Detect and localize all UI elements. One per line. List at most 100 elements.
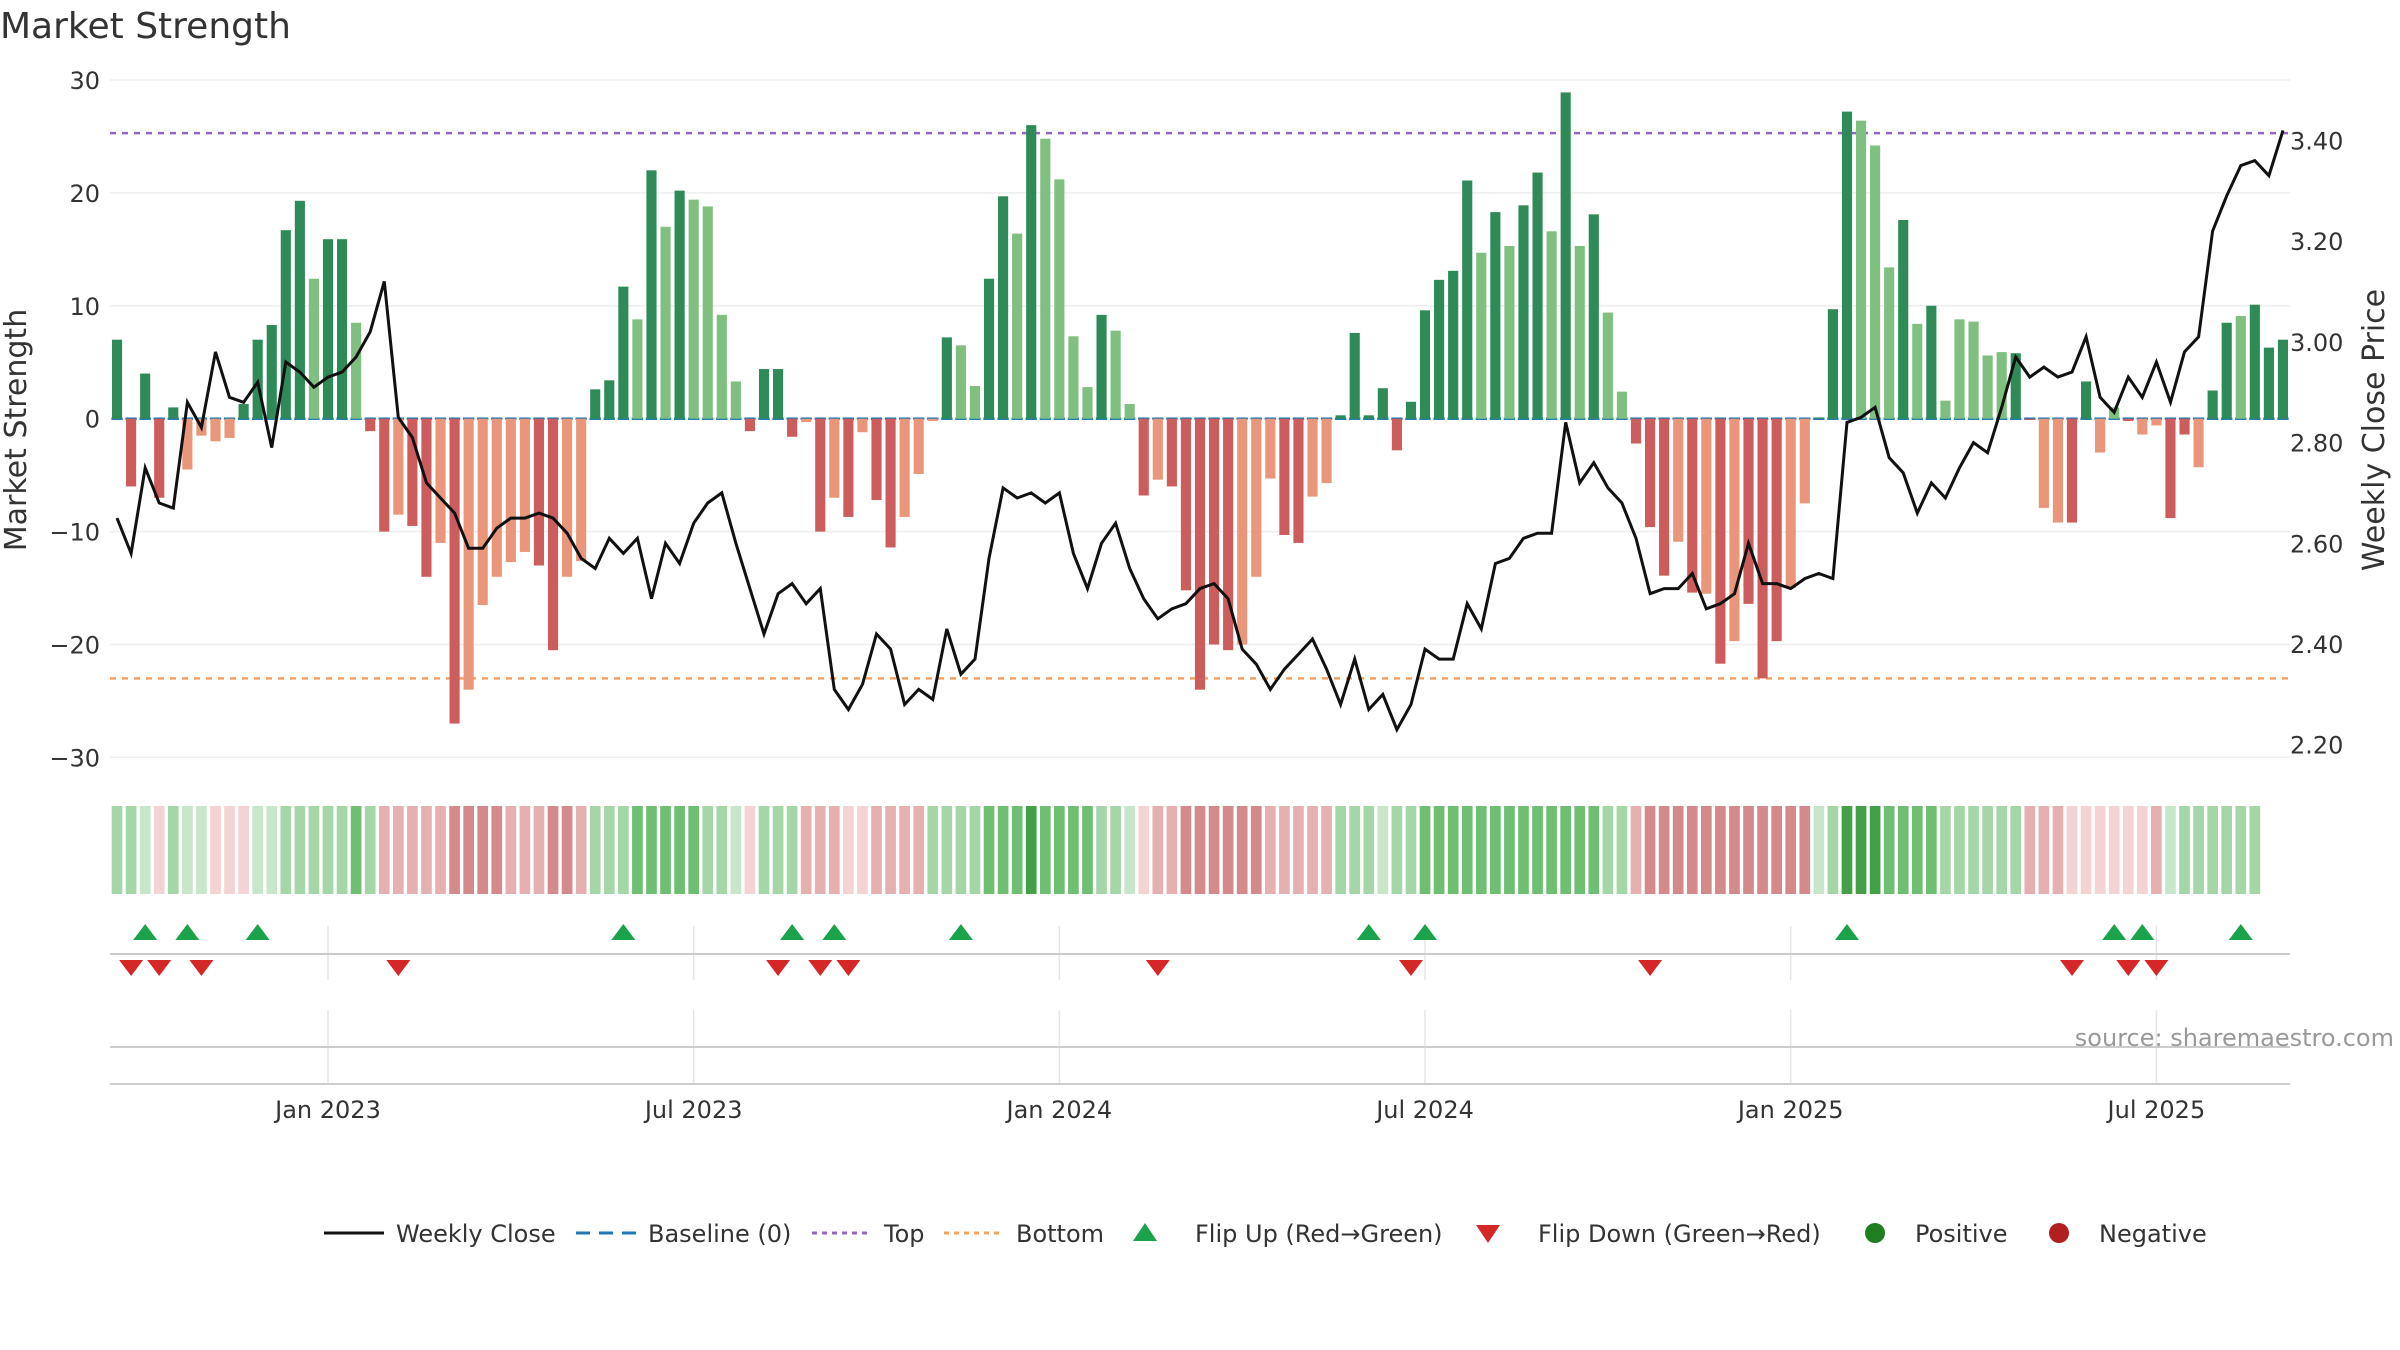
strength-bar: [1335, 415, 1346, 419]
strength-bar: [1504, 245, 1515, 419]
legend-item-baseline: Baseline (0): [576, 1220, 791, 1248]
heat-cell: [252, 806, 264, 894]
source-credit: source: sharemaestro.com: [2075, 1024, 2394, 1052]
strength-bar: [1363, 415, 1374, 419]
left-tick-label: −10: [49, 519, 100, 547]
strength-bar: [871, 418, 882, 500]
strength-bar: [801, 418, 812, 423]
strength-bar: [2081, 381, 2092, 419]
strength-bar: [1715, 418, 1726, 664]
strength-bar: [1237, 418, 1248, 645]
strength-bar: [1349, 332, 1360, 419]
strength-bar: [1490, 212, 1501, 419]
heat-cell: [997, 806, 1009, 894]
left-axis-ticks: 30 20 10 0 −10 −20 −30: [49, 67, 100, 772]
strength-bar: [1209, 418, 1220, 645]
flip-up-icon: [1133, 1223, 1157, 1241]
strength-bar: [182, 418, 193, 470]
x-tick-label: Jan 2023: [273, 1096, 381, 1124]
heat-cell: [505, 806, 517, 894]
heat-cell: [1743, 806, 1754, 894]
strength-bar: [1898, 220, 1909, 419]
strength-bar: [885, 418, 896, 548]
strength-bar: [238, 404, 249, 419]
strength-bar: [154, 418, 165, 498]
heat-cell: [1911, 806, 1923, 894]
heat-cell: [125, 806, 137, 894]
strength-bar: [477, 418, 488, 605]
heat-cell: [1321, 806, 1332, 894]
legend-item-bottom: Bottom: [944, 1220, 1104, 1248]
strength-bar: [1996, 352, 2007, 419]
strength-bar: [1532, 172, 1543, 419]
right-axis-ticks: 3.40 3.20 3.00 2.80 2.60 2.40 2.20: [2290, 127, 2343, 759]
heat-cell: [1250, 806, 1262, 894]
heat-cell: [589, 806, 601, 894]
heat-cell: [646, 806, 657, 894]
heat-cell: [1799, 806, 1811, 894]
heat-cell: [927, 806, 939, 894]
heat-cell: [1504, 806, 1515, 894]
heat-cell: [2024, 806, 2036, 894]
strength-bar: [758, 369, 770, 419]
strength-bar: [1757, 418, 1768, 679]
strength-bar: [224, 418, 235, 438]
strength-bar: [1293, 418, 1304, 543]
strength-bar: [2052, 418, 2063, 523]
flip-up-marker: [2102, 924, 2127, 940]
strength-bar: [983, 278, 995, 419]
heat-cell: [1658, 806, 1670, 894]
heat-cell: [1700, 806, 1712, 894]
strength-bar: [1096, 314, 1107, 419]
strength-bar: [646, 170, 657, 419]
heat-cell: [702, 806, 714, 894]
heat-cell: [1405, 806, 1417, 894]
strength-bar: [407, 418, 418, 526]
strength-bar: [337, 239, 348, 419]
left-tick-label: 20: [69, 180, 100, 208]
strength-bar: [1321, 418, 1332, 484]
strength-bar: [1785, 418, 1796, 589]
heat-cell: [744, 806, 756, 894]
legend-item-positive: Positive: [1865, 1220, 2008, 1248]
heat-cell: [1054, 806, 1065, 894]
strength-bar: [1082, 387, 1093, 419]
flip-down-marker: [766, 960, 791, 976]
strength-bar: [280, 230, 291, 419]
strength-bar: [1110, 330, 1121, 419]
strength-bar: [1954, 319, 1965, 419]
strength-bar: [266, 325, 277, 419]
strength-bar: [308, 278, 319, 419]
heat-cell: [758, 806, 770, 894]
right-axis-title: Weekly Close Price: [2357, 289, 2392, 571]
flip-up-marker: [175, 924, 200, 940]
strength-bar: [1827, 309, 1838, 419]
strength-bar: [787, 418, 798, 437]
strength-bar: [576, 418, 587, 561]
right-tick-label: 3.00: [2290, 329, 2343, 357]
heat-cell: [1349, 806, 1361, 894]
heat-cell: [632, 806, 643, 894]
strength-bar: [1841, 111, 1853, 419]
strength-bar: [674, 190, 685, 419]
strength-bar: [1982, 355, 1993, 419]
left-tick-label: 10: [69, 293, 100, 321]
flip-down-marker: [2060, 960, 2084, 976]
heat-cell: [1236, 806, 1248, 894]
heat-cell: [2151, 806, 2162, 894]
strength-bar: [2263, 347, 2274, 419]
strength-bar: [857, 418, 868, 433]
left-tick-label: −30: [49, 744, 100, 772]
heat-cell: [800, 806, 812, 894]
strength-bar: [1602, 312, 1613, 419]
svg-text:Positive: Positive: [1915, 1220, 2008, 1248]
heat-cell: [857, 806, 868, 894]
flip-down-marker: [808, 960, 833, 976]
right-tick-label: 2.40: [2290, 631, 2343, 659]
heat-cell: [1630, 806, 1642, 894]
heat-cell: [1827, 806, 1839, 894]
strength-bar: [1870, 145, 1881, 419]
heat-cell: [280, 806, 292, 894]
heat-cell: [182, 806, 193, 894]
strength-bar: [2235, 315, 2246, 419]
